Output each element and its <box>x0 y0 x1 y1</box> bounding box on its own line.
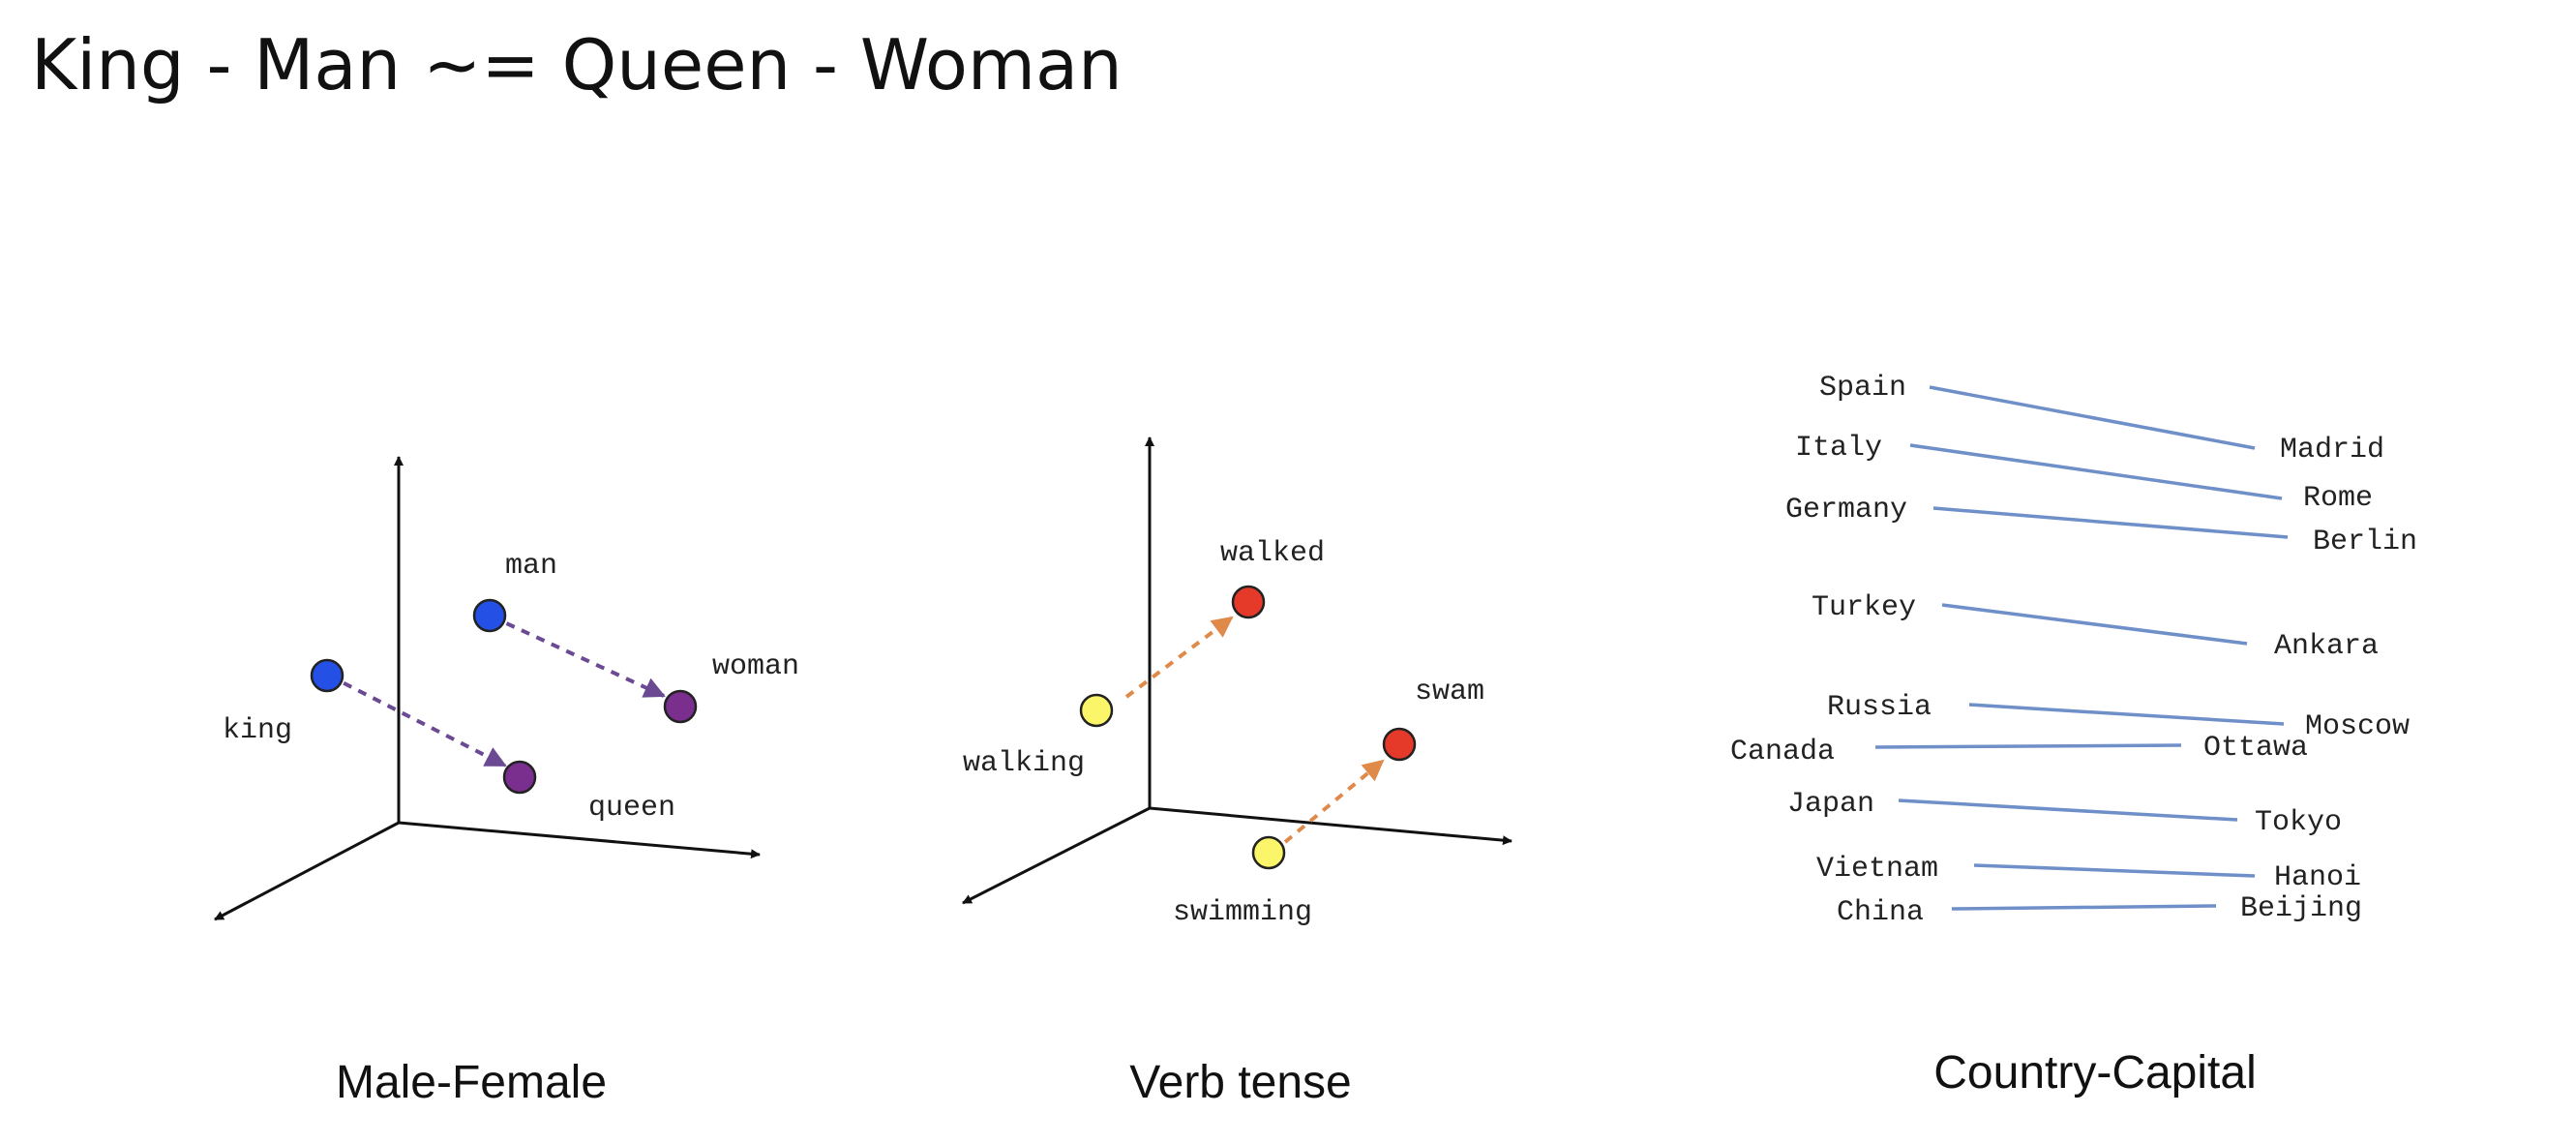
male-female-caption: Male-Female <box>336 1057 607 1108</box>
country-label: Canada <box>1730 736 1835 768</box>
capital-label: Rome <box>2303 482 2373 515</box>
country-label: Italy <box>1795 432 1882 465</box>
capital-label: Ankara <box>2274 630 2379 663</box>
male-female-axes <box>214 456 761 921</box>
country-capital-caption: Country-Capital <box>1933 1047 2256 1099</box>
swam-point <box>1382 727 1417 762</box>
canada-ottawa-link <box>1874 743 2182 749</box>
germany-berlin-link <box>1932 506 2289 539</box>
country-capital-panel: Spain Italy Germany Turkey Russia Canada… <box>1730 372 2417 1099</box>
walked-label: walked <box>1220 537 1325 570</box>
swimming-point <box>1251 835 1286 870</box>
woman-point <box>663 689 698 724</box>
swimming-label: swimming <box>1173 896 1312 929</box>
slide-title: King - Man ~= Queen - Woman <box>31 24 1123 105</box>
country-label: Turkey <box>1812 591 1916 624</box>
verb-tense-axes <box>962 437 1513 905</box>
king-point <box>310 658 344 693</box>
capital-labels: Madrid Rome Berlin Ankara Moscow Ottawa … <box>2203 434 2417 925</box>
country-label: Germany <box>1785 494 1907 527</box>
walking-label: walking <box>963 747 1085 780</box>
queen-label: queen <box>588 792 675 825</box>
capital-label: Tokyo <box>2255 806 2342 839</box>
queen-point <box>502 760 537 795</box>
man-to-woman-arrow <box>491 615 666 698</box>
country-labels: Spain Italy Germany Turkey Russia Canada… <box>1730 372 1938 929</box>
country-label: Russia <box>1827 691 1932 724</box>
capital-label: Hanoi <box>2274 861 2361 894</box>
country-label: Vietnam <box>1816 853 1938 886</box>
country-label: Japan <box>1787 788 1874 821</box>
capital-label: Beijing <box>2240 892 2362 925</box>
capital-label: Madrid <box>2280 434 2384 467</box>
woman-label: woman <box>712 650 799 683</box>
verb-tense-caption: Verb tense <box>1129 1057 1352 1108</box>
walking-point <box>1079 693 1114 728</box>
verb-tense-panel: walking walked swimming swam Verb tense <box>962 437 1513 1108</box>
male-female-panel: king man woman queen Male-Female <box>214 456 799 1108</box>
spain-madrid-link <box>1929 385 2256 450</box>
capital-label: Ottawa <box>2203 732 2308 765</box>
country-label: Spain <box>1819 372 1906 405</box>
turkey-ankara-link <box>1941 603 2248 646</box>
country-capital-links <box>1874 385 2289 911</box>
walked-point <box>1231 585 1266 619</box>
china-beijing-link <box>1951 904 2217 911</box>
swam-label: swam <box>1415 676 1484 708</box>
king-label: king <box>223 714 292 747</box>
man-point <box>472 598 507 633</box>
capital-label: Berlin <box>2313 526 2417 558</box>
walking-to-walked-arrow <box>1124 616 1234 699</box>
king-to-queen-arrow <box>328 674 507 768</box>
man-label: man <box>505 550 557 583</box>
japan-tokyo-link <box>1898 798 2238 822</box>
italy-rome-link <box>1909 443 2283 500</box>
swimming-to-swam-arrow <box>1283 759 1385 844</box>
country-label: China <box>1837 896 1924 929</box>
capital-label: Moscow <box>2305 710 2410 743</box>
russia-moscow-link <box>1968 703 2285 726</box>
vietnam-hanoi-link <box>1973 863 2256 878</box>
